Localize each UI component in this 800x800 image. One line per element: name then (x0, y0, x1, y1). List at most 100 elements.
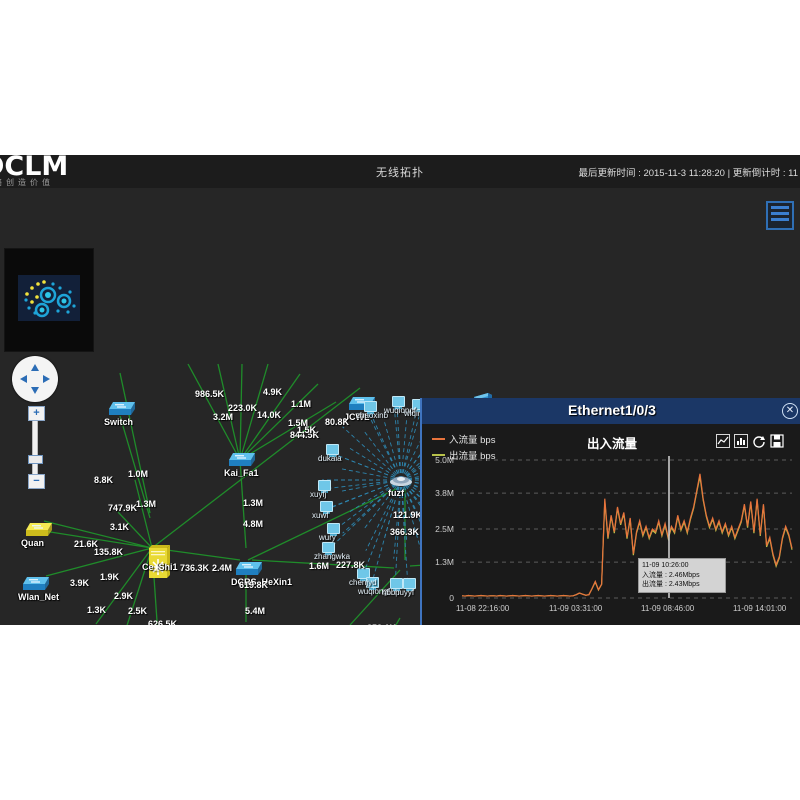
line-chart-icon[interactable] (716, 434, 730, 448)
traffic-label: 1.1M (291, 399, 312, 409)
legend-in-label: 入流量 bps (449, 435, 496, 446)
x-tick-label: 11-09 03:31:00 (549, 604, 603, 613)
refresh-icon[interactable] (752, 434, 766, 448)
client-label-fuzf: wury (319, 533, 336, 542)
device-label: Switch (104, 417, 134, 427)
traffic-label: 619.8K (239, 580, 269, 590)
y-tick-label: 2.5M (435, 524, 454, 534)
device-quan[interactable] (25, 521, 53, 543)
x-tick-label: 11-09 14:01:00 (733, 604, 787, 613)
device-ce-shi1[interactable] (146, 545, 170, 586)
pan-pad[interactable] (12, 356, 58, 402)
zoom-slider[interactable]: + − (28, 406, 45, 489)
device-switch[interactable] (108, 400, 136, 422)
traffic-label: 223.0K (228, 403, 258, 413)
app-header: DCLM 网络创造价值 无线拓扑 最后更新时间 : 2015-11-3 11:2… (0, 155, 800, 189)
traffic-label: 736.3K (180, 563, 210, 573)
traffic-label: 3.9K (70, 578, 90, 588)
traffic-label: 135.8K (94, 547, 124, 557)
traffic-label: 1.9K (100, 572, 120, 582)
client-label-fuzf: wuqiongf (358, 587, 391, 596)
client-label-fuzf: wuqiongf (384, 406, 417, 415)
traffic-label: 626.5K (148, 619, 178, 625)
traffic-label: 5.4M (245, 606, 266, 616)
client-device[interactable] (357, 568, 370, 581)
y-tick-label: 1.3M (435, 557, 454, 568)
client-device[interactable] (326, 444, 339, 457)
client-label-fuzf: wlqin (404, 409, 423, 418)
legend-out-swatch (432, 454, 445, 456)
hamburger-line (771, 206, 789, 209)
save-icon[interactable] (770, 434, 784, 448)
chart-area[interactable]: 入流量 bps 出流量 bps 出入流量 0 1.3M 2.5M 3.8M 5.0M 1… (422, 424, 800, 625)
traffic-label: 14.0K (257, 410, 282, 420)
legend-out-label: 出流量 bps (449, 451, 496, 462)
y-tick-label: 0 (449, 593, 454, 603)
client-label-fuzf: xuwf (312, 511, 329, 520)
device-wlan-net[interactable] (22, 575, 50, 597)
close-icon[interactable]: ✕ (782, 403, 798, 419)
zoom-track[interactable] (32, 421, 38, 455)
traffic-label: 366.3K (390, 527, 420, 537)
client-label-fuzf: huyyf (395, 588, 415, 597)
traffic-label: 852.1K (367, 623, 396, 625)
device-kai-fa1[interactable] (228, 451, 256, 473)
access-point-fuzf[interactable] (389, 473, 413, 492)
minimap-viewport (18, 275, 80, 321)
chart-plot (461, 456, 793, 599)
logo-text: DCLM (0, 155, 69, 182)
client-device[interactable] (364, 401, 377, 414)
client-device[interactable] (318, 480, 331, 493)
client-label-fuzf: hbbp (382, 588, 400, 597)
traffic-label: 80.8K (325, 417, 350, 427)
client-label-fuzf: dukaia (318, 454, 342, 463)
zoom-track-lower[interactable] (32, 464, 38, 474)
traffic-label: 3.2M (213, 412, 234, 422)
x-tick-label: 11-08 22:16:00 (456, 604, 510, 613)
traffic-label: 21.6K (74, 539, 99, 549)
chart-tooltip: 11-09 10:26:00 入流量 : 2.46Mbps 出流量 : 2.43… (638, 558, 726, 593)
minimap-thumbnail[interactable] (4, 248, 94, 352)
client-device[interactable] (322, 542, 335, 555)
app-logo: DCLM 网络创造价值 (0, 155, 102, 188)
y-tick-label: 5.0M (435, 455, 454, 465)
traffic-label: 3.1K (110, 522, 130, 532)
device-label: JCWL (344, 412, 370, 422)
traffic-label: 227.8K (336, 560, 366, 570)
client-device[interactable] (403, 578, 416, 591)
traffic-label: 1.3K (87, 605, 107, 615)
client-device[interactable] (392, 396, 405, 409)
legend-out[interactable]: 出流量 bps (432, 448, 495, 462)
panel-header: Ethernet1/0/3 ✕ (422, 398, 800, 424)
device-label: Wlan_Net (18, 592, 60, 602)
page-title: 无线拓扑 (376, 167, 424, 179)
zoom-handle[interactable] (28, 455, 43, 464)
traffic-label: 4.8M (243, 519, 264, 529)
client-device[interactable] (320, 501, 333, 514)
client-device[interactable] (366, 577, 379, 590)
client-label-fuzf: chenjyd (349, 578, 377, 587)
bar-chart-icon[interactable] (734, 434, 748, 448)
hamburger-icon[interactable] (766, 201, 794, 230)
client-label-fuzf: zhaoxinb (356, 411, 389, 420)
device-dcrs-5650-52c[interactable] (82, 623, 110, 625)
traffic-label: 1.5K (297, 425, 317, 435)
client-label-fuzf: xuyfj (310, 490, 327, 499)
client-device[interactable] (327, 523, 340, 536)
device-dcrs-hexin1[interactable] (235, 560, 263, 582)
pan-zoom-control[interactable]: + − (12, 356, 58, 489)
tooltip-time: 11-09 10:26:00 (642, 562, 689, 569)
chart-title: 出入流量 (586, 437, 637, 451)
device-label: Quan (21, 538, 45, 548)
client-device[interactable] (390, 578, 403, 591)
y-tick-label: 3.8M (435, 488, 454, 499)
hamburger-line (771, 218, 789, 221)
traffic-label: 2.4M (212, 563, 233, 573)
minimap-graphic (24, 280, 76, 318)
legend-in[interactable]: 入流量 bps (432, 432, 495, 446)
zoom-out-button[interactable]: − (28, 474, 45, 489)
tooltip-out: 出流量 : 2.43Mbps (642, 581, 700, 588)
zoom-in-button[interactable]: + (28, 406, 45, 421)
traffic-chart-panel[interactable]: Ethernet1/0/3 ✕ 入流量 bps 出流量 bps 出入流量 (420, 398, 800, 625)
